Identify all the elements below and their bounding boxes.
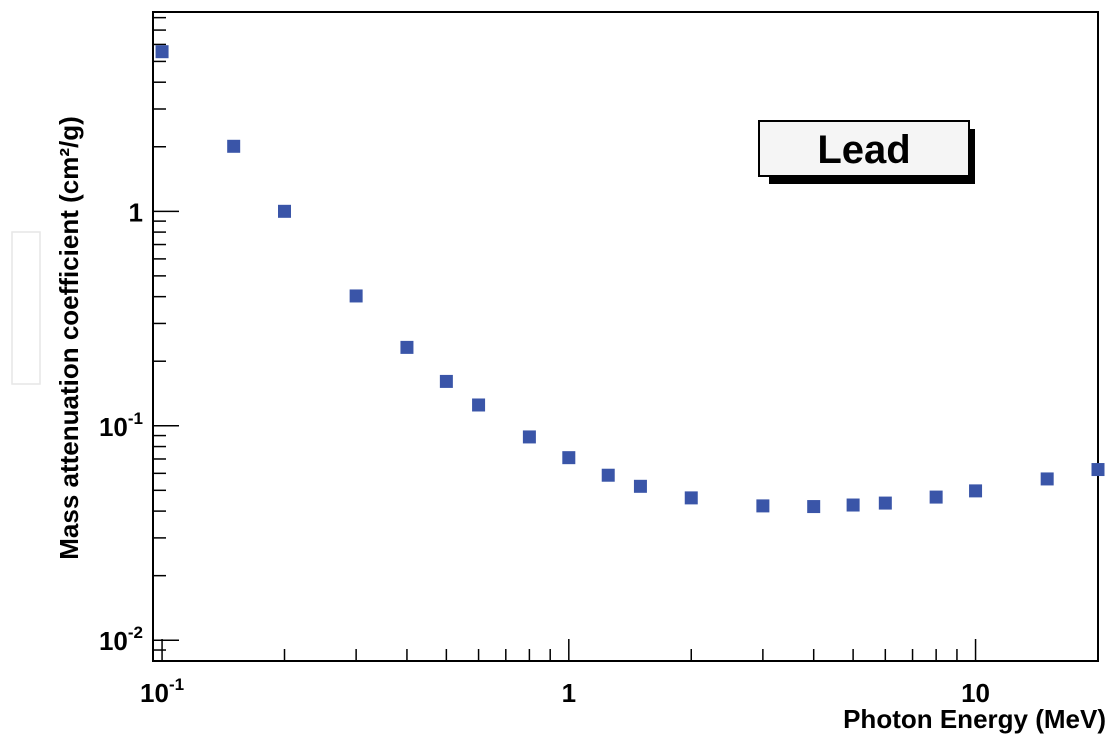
data-point bbox=[807, 500, 821, 514]
data-point bbox=[562, 451, 576, 465]
data-point bbox=[439, 374, 453, 388]
data-point bbox=[846, 498, 860, 512]
ghost-box bbox=[11, 231, 41, 385]
y-axis-title: Mass attenuation coefficient (cm²/g) bbox=[54, 116, 84, 560]
plot-frame bbox=[152, 11, 1099, 662]
data-point bbox=[400, 340, 414, 354]
legend-label: Lead bbox=[817, 128, 910, 172]
y-tick-label: 1 bbox=[129, 197, 143, 227]
data-point bbox=[878, 496, 892, 510]
legend: Lead bbox=[758, 120, 975, 184]
data-point bbox=[601, 468, 615, 482]
y-tick-label: 10-1 bbox=[99, 409, 143, 442]
data-point bbox=[155, 45, 169, 59]
x-tick-label: 10 bbox=[961, 678, 990, 708]
data-points bbox=[155, 45, 1105, 514]
data-point bbox=[522, 430, 536, 444]
data-point bbox=[278, 204, 292, 218]
x-tick-label: 10-1 bbox=[140, 675, 184, 708]
data-point bbox=[227, 139, 241, 153]
x-axis-title: Photon Energy (MeV) bbox=[843, 704, 1106, 734]
legend-box bbox=[758, 120, 970, 177]
data-point bbox=[969, 484, 983, 498]
data-point bbox=[349, 289, 363, 303]
data-point bbox=[1091, 463, 1105, 477]
x-tick-label: 1 bbox=[562, 678, 576, 708]
axes: 10-1 1 10 10-2 10-1 1 bbox=[99, 16, 1099, 708]
data-point bbox=[756, 499, 770, 513]
y-tick-label: 10-2 bbox=[99, 623, 143, 656]
data-point bbox=[1040, 472, 1054, 486]
data-point bbox=[633, 479, 647, 493]
data-point bbox=[472, 398, 486, 412]
data-point bbox=[929, 490, 943, 504]
data-point bbox=[684, 491, 698, 505]
